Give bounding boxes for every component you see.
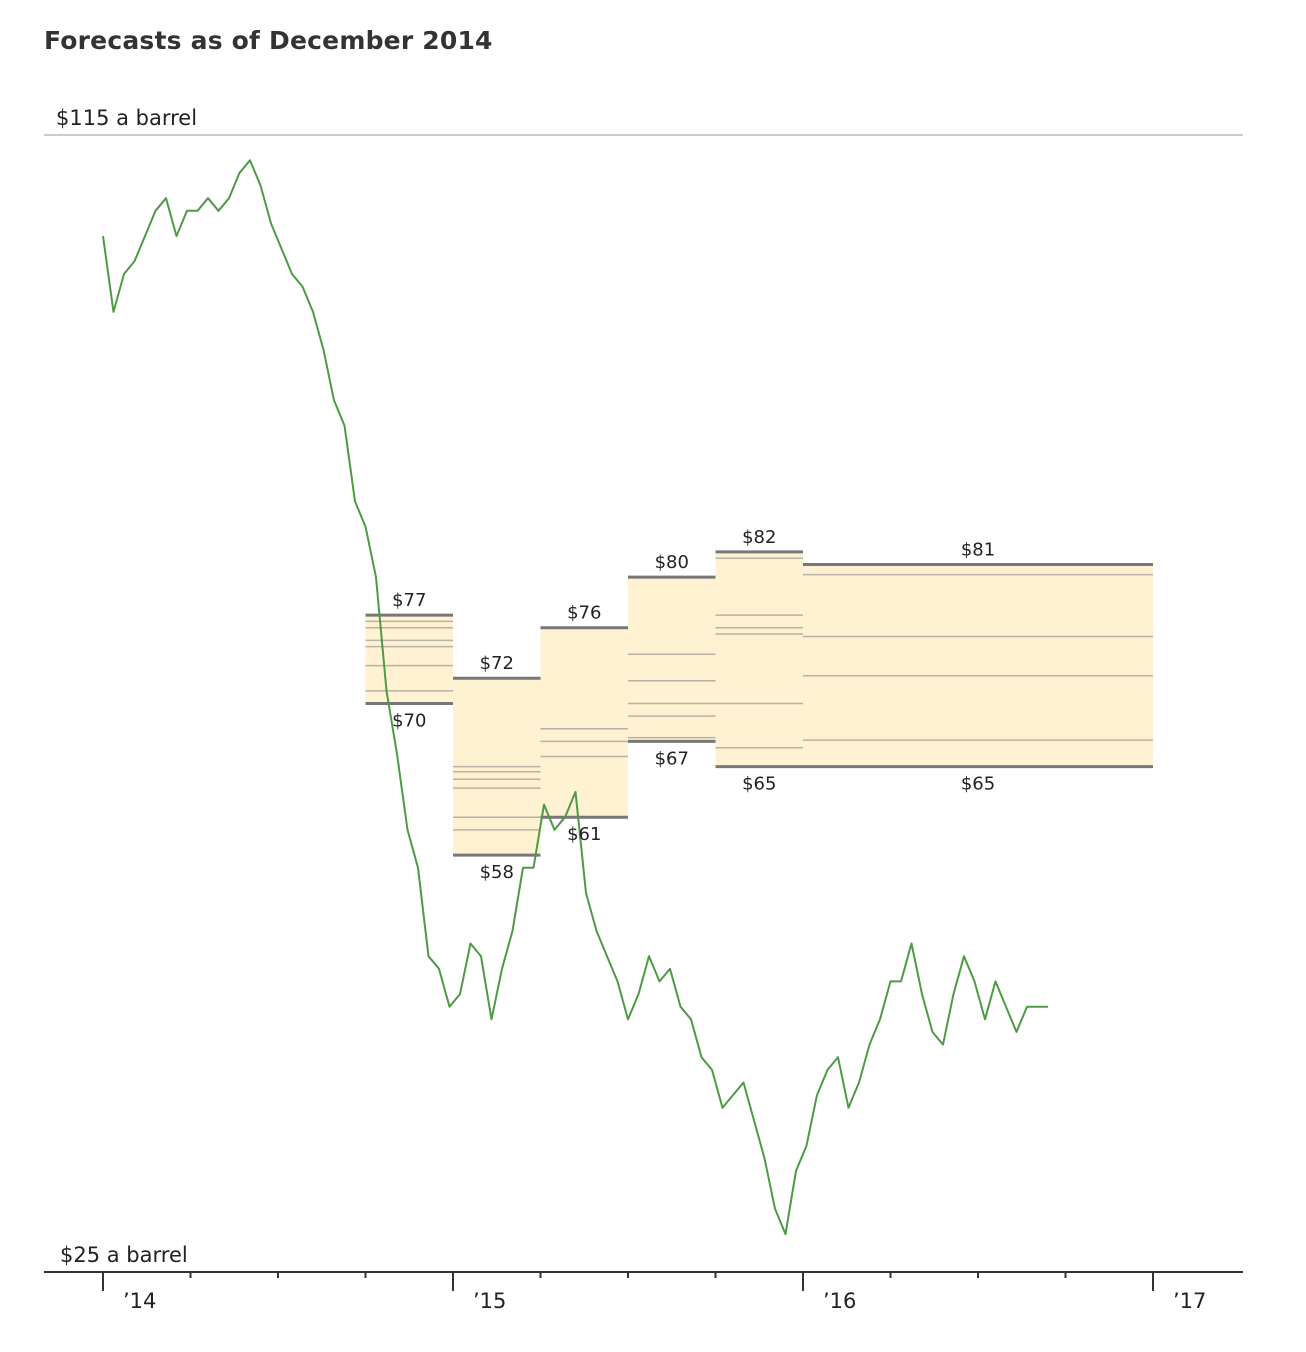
chart-title: Forecasts as of December 2014: [44, 26, 493, 55]
forecast-labels: $77 $70 $72 $58 $76 $61 $80 $67 $82 $65 $81 $65: [392, 527, 995, 883]
x-axis: ’14 ’15 ’16 ’17: [44, 1271, 1243, 1313]
forecast-high-label-5: $81: [961, 540, 995, 561]
forecast-band-3: [628, 577, 716, 742]
forecast-high-label-3: $80: [655, 552, 689, 573]
price-series-line: [102, 159, 1048, 1236]
x-tick-label-1: ’15: [473, 1289, 506, 1313]
forecast-high-label-0: $77: [392, 590, 426, 611]
forecast-high-label-4: $82: [742, 527, 776, 548]
forecast-low-label-2: $61: [567, 824, 601, 845]
forecast-band-4: [715, 551, 803, 767]
forecast-high-label-1: $72: [480, 653, 514, 674]
forecast-band-5: [803, 564, 1153, 767]
forecast-low-label-4: $65: [742, 774, 776, 795]
forecast-low-label-1: $58: [480, 862, 514, 883]
x-tick-label-3: ’17: [1173, 1289, 1206, 1313]
forecast-low-label-5: $65: [961, 774, 995, 795]
forecast-high-label-2: $76: [567, 603, 601, 624]
forecast-band-2: [540, 627, 628, 818]
forecast-low-label-3: $67: [655, 748, 689, 769]
y-top-label: $115 a barrel: [56, 106, 197, 130]
x-tick-label-2: ’16: [823, 1289, 856, 1313]
y-bottom-label: $25 a barrel: [60, 1243, 188, 1267]
forecast-low-label-0: $70: [392, 711, 426, 732]
forecast-bands: [365, 550, 1153, 857]
x-tick-label-0: ’14: [123, 1289, 156, 1313]
